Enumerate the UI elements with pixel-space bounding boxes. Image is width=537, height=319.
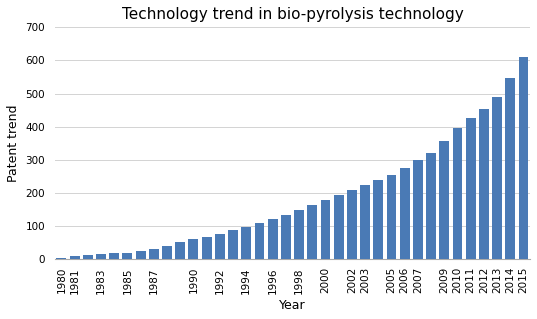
Bar bbox=[268, 219, 278, 259]
Bar bbox=[479, 108, 489, 259]
Y-axis label: Patent trend: Patent trend bbox=[7, 105, 20, 182]
Bar bbox=[228, 230, 238, 259]
Bar bbox=[466, 118, 476, 259]
Bar bbox=[333, 195, 344, 259]
Bar bbox=[122, 253, 133, 259]
Bar bbox=[453, 129, 462, 259]
Bar bbox=[413, 160, 423, 259]
Bar bbox=[162, 246, 172, 259]
Bar bbox=[70, 256, 79, 259]
Bar bbox=[426, 153, 436, 259]
Bar bbox=[307, 205, 317, 259]
Bar bbox=[149, 249, 159, 259]
Title: Technology trend in bio-pyrolysis technology: Technology trend in bio-pyrolysis techno… bbox=[121, 7, 463, 22]
X-axis label: Year: Year bbox=[279, 299, 306, 312]
Bar bbox=[110, 253, 119, 259]
Bar bbox=[360, 185, 370, 259]
Bar bbox=[294, 210, 304, 259]
Bar bbox=[241, 227, 251, 259]
Bar bbox=[96, 254, 106, 259]
Bar bbox=[281, 215, 291, 259]
Bar bbox=[387, 175, 396, 259]
Bar bbox=[321, 200, 330, 259]
Bar bbox=[505, 78, 515, 259]
Bar bbox=[347, 190, 357, 259]
Bar bbox=[83, 255, 93, 259]
Bar bbox=[492, 97, 502, 259]
Bar bbox=[519, 57, 528, 259]
Bar bbox=[175, 242, 185, 259]
Bar bbox=[188, 239, 198, 259]
Bar bbox=[56, 258, 67, 259]
Bar bbox=[215, 234, 225, 259]
Bar bbox=[439, 141, 449, 259]
Bar bbox=[400, 168, 410, 259]
Bar bbox=[373, 180, 383, 259]
Bar bbox=[255, 223, 264, 259]
Bar bbox=[202, 237, 212, 259]
Bar bbox=[136, 251, 146, 259]
